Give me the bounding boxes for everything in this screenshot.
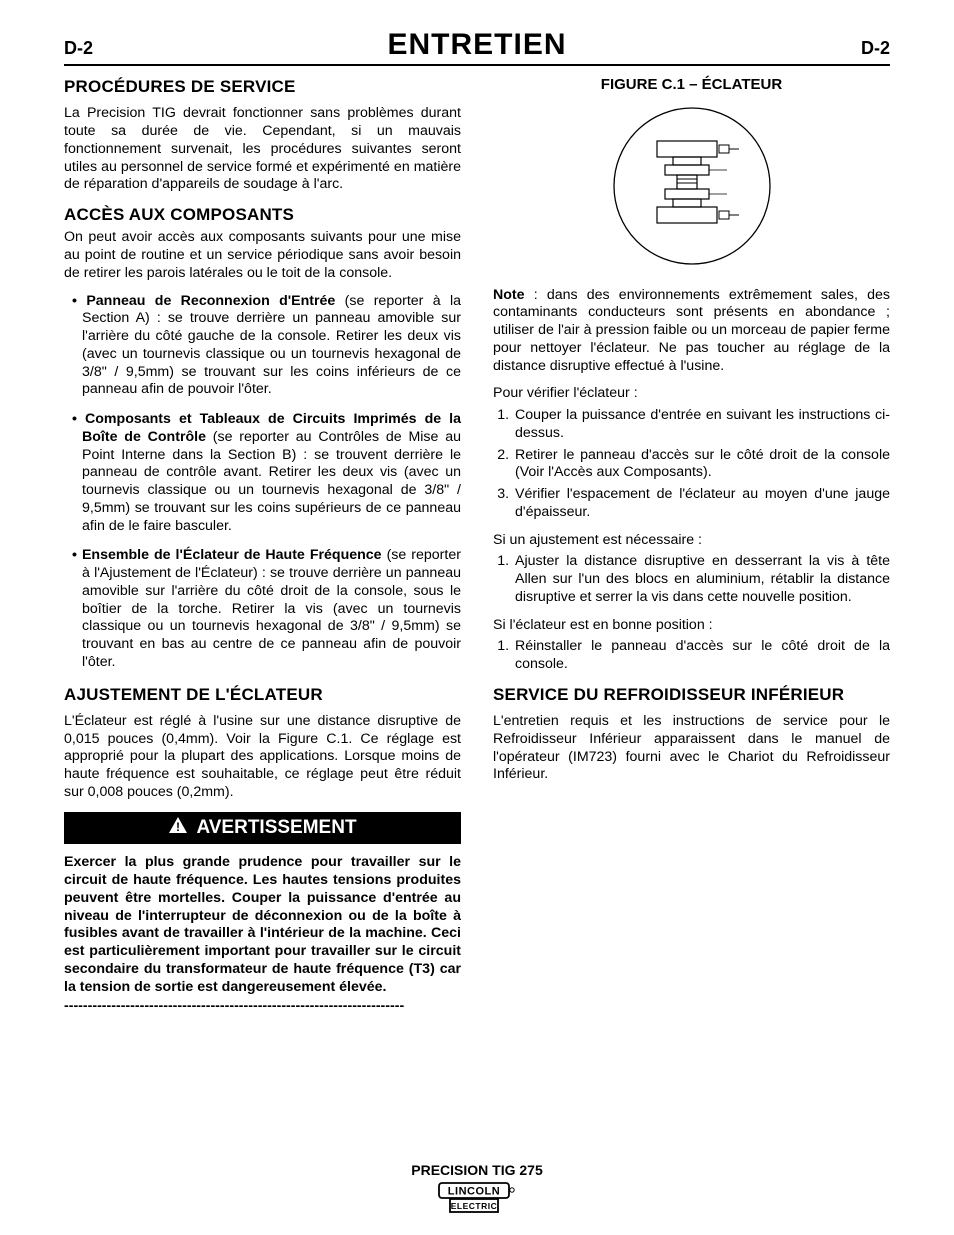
heading-access: ACCÈS AUX COMPOSANTS xyxy=(64,204,461,225)
good-intro: Si l'éclateur est en bonne position : xyxy=(493,617,890,635)
right-column: FIGURE C.1 – ÉCLATEUR xyxy=(493,76,890,1016)
page-title: ENTRETIEN xyxy=(387,28,566,62)
heading-service: SERVICE DU REFROIDISSEUR INFÉRIEUR xyxy=(493,684,890,705)
para-adjust: L'Éclateur est réglé à l'usine sur une d… xyxy=(64,713,461,802)
access-list: Panneau de Reconnexion d'Entrée (se repo… xyxy=(72,293,461,672)
list-item: Couper la puissance d'entrée en suivant … xyxy=(513,407,890,443)
warning-icon: ! xyxy=(168,816,188,841)
item-text: (se reporter à l'Ajustement de l'Éclateu… xyxy=(82,547,461,670)
page-code-right: D-2 xyxy=(861,38,890,59)
good-list: Réinstaller le panneau d'accès sur le cô… xyxy=(513,638,890,674)
adjust-list: Ajuster la distance disruptive en desser… xyxy=(513,553,890,606)
item-bold: Panneau de Reconnexion d'Entrée xyxy=(86,293,335,309)
note-bold: Note xyxy=(493,287,525,303)
left-column: PROCÉDURES DE SERVICE La Precision TIG d… xyxy=(64,76,461,1016)
warning-banner: ! AVERTISSEMENT xyxy=(64,812,461,845)
logo-bottom-text: ELECTRIC xyxy=(451,1201,498,1211)
logo-top-text: LINCOLN xyxy=(448,1186,500,1198)
warning-label: AVERTISSEMENT xyxy=(196,816,356,840)
adjust-intro: Si un ajustement est nécessaire : xyxy=(493,532,890,550)
footer-model: PRECISION TIG 275 xyxy=(0,1162,954,1178)
para-service: L'entretien requis et les instructions d… xyxy=(493,713,890,784)
list-item: Retirer le panneau d'accès sur le côté d… xyxy=(513,447,890,483)
para-procedures: La Precision TIG devrait fonctionner san… xyxy=(64,105,461,194)
content-columns: PROCÉDURES DE SERVICE La Precision TIG d… xyxy=(64,76,890,1016)
note-text: : dans des environnements extrêmement sa… xyxy=(493,287,890,374)
verify-list: Couper la puissance d'entrée en suivant … xyxy=(513,407,890,522)
heading-procedures: PROCÉDURES DE SERVICE xyxy=(64,76,461,97)
page-header: D-2 ENTRETIEN D-2 xyxy=(64,28,890,66)
list-item: Vérifier l'espacement de l'éclateur au m… xyxy=(513,486,890,522)
page-code-left: D-2 xyxy=(64,38,93,59)
svg-text:!: ! xyxy=(176,820,180,834)
list-item: Ensemble de l'Éclateur de Haute Fréquenc… xyxy=(72,547,461,671)
figure-caption: FIGURE C.1 – ÉCLATEUR xyxy=(493,76,890,95)
warning-text: Exercer la plus grande prudence pour tra… xyxy=(64,854,461,996)
item-bold: Ensemble de l'Éclateur de Haute Fréquenc… xyxy=(82,547,382,563)
verify-intro: Pour vérifier l'éclateur : xyxy=(493,385,890,403)
heading-adjust: AJUSTEMENT DE L'ÉCLATEUR xyxy=(64,684,461,705)
list-item: Ajuster la distance disruptive en desser… xyxy=(513,553,890,606)
lincoln-logo: LINCOLN ELECTRIC xyxy=(438,1182,516,1217)
figure-eclateur xyxy=(493,101,890,277)
note-paragraph: Note : dans des environnements extrêmeme… xyxy=(493,287,890,376)
page-footer: PRECISION TIG 275 LINCOLN ELECTRIC xyxy=(0,1162,954,1217)
list-item: Composants et Tableaux de Circuits Impri… xyxy=(72,411,461,535)
list-item: Réinstaller le panneau d'accès sur le cô… xyxy=(513,638,890,674)
list-item: Panneau de Reconnexion d'Entrée (se repo… xyxy=(72,293,461,400)
dash-separator: ----------------------------------------… xyxy=(64,998,461,1016)
para-access: On peut avoir accès aux composants suiva… xyxy=(64,229,461,282)
